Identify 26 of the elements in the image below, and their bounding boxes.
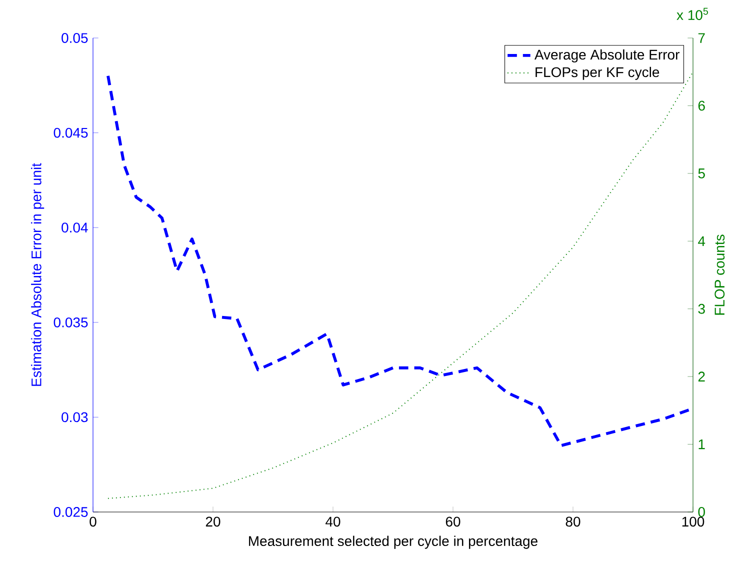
y-axis-title: Estimation Absolute Error in per unit (31, 163, 44, 386)
y-tick-label: 0.03 (62, 412, 88, 422)
y-tick-label: 0.05 (62, 33, 88, 43)
x-tick-label: 60 (446, 516, 460, 527)
y-tick-label: 0.04 (62, 222, 88, 233)
y2-tick-label: 6 (698, 100, 705, 111)
y2-tick-label: 1 (698, 439, 705, 450)
legend-label: Average Absolute Error (534, 49, 680, 62)
y2-tick-label: 3 (698, 304, 705, 314)
legend-label: FLOPs per KF cycle (536, 66, 660, 80)
x-tick-label: 80 (566, 516, 580, 527)
y-tick-label: 0.045 (54, 128, 88, 138)
y2-tick-label: 4 (698, 236, 706, 246)
x-tick-label: 100 (682, 516, 704, 527)
y2-tick-label: 5 (698, 168, 705, 178)
y-tick-label: 0.035 (54, 317, 88, 328)
x-tick-label: 0 (90, 516, 96, 527)
y2-tick-label: 7 (698, 33, 705, 43)
x-axis-title: Measurement selected per cycle in percentage (249, 536, 538, 549)
y-tick-label: 0.025 (54, 507, 88, 517)
text: x 10$^{5}$ (676, 8, 708, 20)
y2-tick-label: 2 (698, 372, 705, 382)
y2-axis-title: FLOP counts (714, 234, 725, 315)
y2-tick-label: 0 (698, 507, 705, 517)
x-tick-label: 40 (326, 516, 340, 527)
x-tick-label: 20 (206, 516, 220, 527)
